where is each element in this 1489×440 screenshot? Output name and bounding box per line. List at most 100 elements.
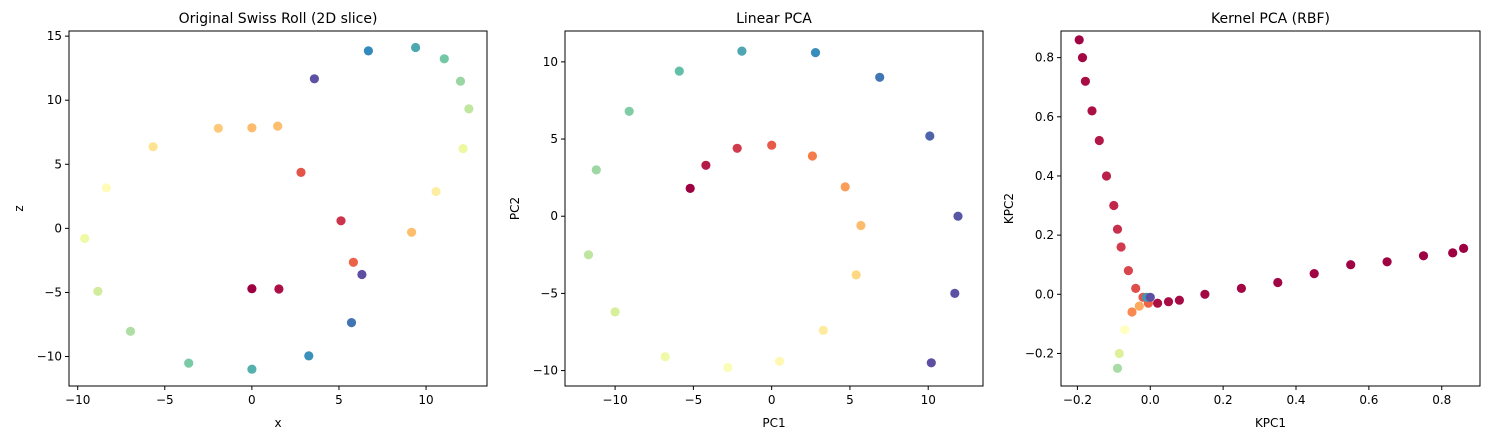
- x-tick-label: −5: [685, 393, 703, 407]
- y-axis-label: z: [12, 205, 26, 211]
- y-axis-label: PC2: [508, 197, 522, 220]
- scatter-point: [247, 364, 257, 374]
- axes-frame: [68, 30, 488, 387]
- scatter-point: [1087, 106, 1097, 116]
- scatter-point: [1418, 251, 1429, 261]
- scatter-point: [213, 123, 223, 133]
- scatter-point: [1145, 292, 1155, 302]
- scatter-point: [1459, 243, 1469, 253]
- scatter-point: [807, 151, 818, 161]
- scatter-point: [732, 143, 742, 153]
- scatter-point: [875, 72, 885, 82]
- x-tick-label: 0: [768, 393, 776, 407]
- scatter-point: [296, 167, 306, 177]
- x-tick-label: −10: [65, 393, 90, 407]
- scatter-point: [851, 270, 861, 280]
- scatter-point: [774, 356, 785, 366]
- scatter-point: [1448, 248, 1458, 258]
- y-tick-label: 15: [47, 29, 62, 43]
- scatter-point: [348, 257, 358, 267]
- scatter-point: [810, 48, 821, 58]
- x-axis-label: x: [274, 416, 281, 430]
- scatter-point: [304, 351, 314, 361]
- scatter-point: [411, 42, 421, 53]
- scatter-point: [309, 74, 319, 84]
- scatter-point: [1112, 363, 1123, 373]
- x-tick-label: 10: [418, 393, 433, 407]
- scatter-point: [1114, 348, 1124, 359]
- x-tick-label: 0.4: [1286, 393, 1305, 407]
- x-tick-label: −5: [156, 393, 174, 407]
- scatter-point: [1123, 266, 1133, 276]
- scatter-point: [767, 140, 777, 150]
- x-axis-label: KPC1: [1255, 416, 1286, 430]
- scatter-point: [1074, 35, 1084, 45]
- scatter-point: [624, 106, 634, 116]
- y-axis-label: KPC2: [1002, 193, 1016, 224]
- scatter-point: [1131, 283, 1141, 293]
- y-tick-label: −5: [540, 286, 558, 300]
- scatter-point: [458, 144, 468, 154]
- scatter-point: [840, 182, 850, 192]
- scatter-point: [1273, 277, 1283, 288]
- scatter-point: [439, 54, 449, 64]
- scatter-point: [723, 362, 733, 373]
- scatter-point: [148, 142, 158, 152]
- scatter-point: [125, 326, 136, 336]
- y-tick-label: −0.2: [1025, 346, 1054, 360]
- scatter-point: [1112, 224, 1123, 234]
- y-tick-label: 0.0: [1035, 287, 1054, 301]
- scatter-point: [273, 121, 283, 131]
- chart-title: Linear PCA: [736, 11, 812, 27]
- y-tick-label: 10: [543, 55, 558, 69]
- scatter-point: [274, 284, 284, 294]
- y-tick-label: 5: [54, 157, 62, 171]
- x-tick-label: 0.8: [1432, 393, 1451, 407]
- scatter-point: [583, 250, 594, 260]
- axes-frame: [1060, 30, 1481, 387]
- y-tick-label: −5: [44, 285, 62, 299]
- x-tick-label: 5: [846, 393, 854, 407]
- x-tick-label: −10: [602, 393, 627, 407]
- scatter-point: [1134, 301, 1144, 311]
- scatter-point: [610, 307, 620, 317]
- scatter-point: [1094, 135, 1104, 146]
- x-tick-label: 5: [335, 393, 343, 407]
- scatter-point: [464, 104, 474, 114]
- x-tick-label: −0.2: [1063, 393, 1092, 407]
- scatter-point: [357, 269, 367, 280]
- scatter-point: [247, 123, 257, 133]
- scatter-point: [1109, 200, 1119, 211]
- scatter-point: [950, 288, 960, 298]
- scatter-point: [685, 183, 695, 193]
- scatter-point: [455, 76, 466, 86]
- scatter-point: [926, 358, 936, 368]
- scatter-point: [1116, 242, 1126, 252]
- y-tick-label: 0.8: [1035, 51, 1054, 65]
- y-tick-label: 5: [550, 132, 558, 146]
- scatter-point: [80, 233, 90, 243]
- scatter-point: [737, 46, 747, 56]
- scatter-point: [247, 284, 257, 294]
- y-tick-label: 0.4: [1035, 169, 1054, 183]
- panel-kernel-pca: Kernel PCA (RBF) KPC1 KPC2 −0.2 0.0 0.2 0.4…: [1002, 11, 1481, 430]
- scatter-point: [184, 358, 194, 368]
- axes-frame: [564, 30, 984, 387]
- scatter-point: [407, 227, 417, 237]
- y-tick-label: 0.2: [1035, 228, 1054, 242]
- x-tick-label: 10: [921, 393, 936, 407]
- y-tick-label: 0: [54, 221, 62, 235]
- scatter-point: [431, 186, 441, 197]
- x-tick-label: 0.0: [1141, 393, 1160, 407]
- panel-linear-pca: Linear PCA PC1 PC2 −10 −5 0 5 10 −10 −5 0 5 10: [508, 11, 984, 430]
- scatter-point: [591, 165, 601, 175]
- scatter-point: [856, 220, 866, 231]
- chart-title: Original Swiss Roll (2D slice): [179, 11, 378, 27]
- y-tick-label: −10: [37, 350, 62, 364]
- scatter-point: [1309, 269, 1319, 279]
- scatter-point: [346, 318, 357, 328]
- y-tick-label: 10: [47, 93, 62, 107]
- scatter-point: [818, 325, 828, 335]
- scatter-point: [1153, 298, 1163, 308]
